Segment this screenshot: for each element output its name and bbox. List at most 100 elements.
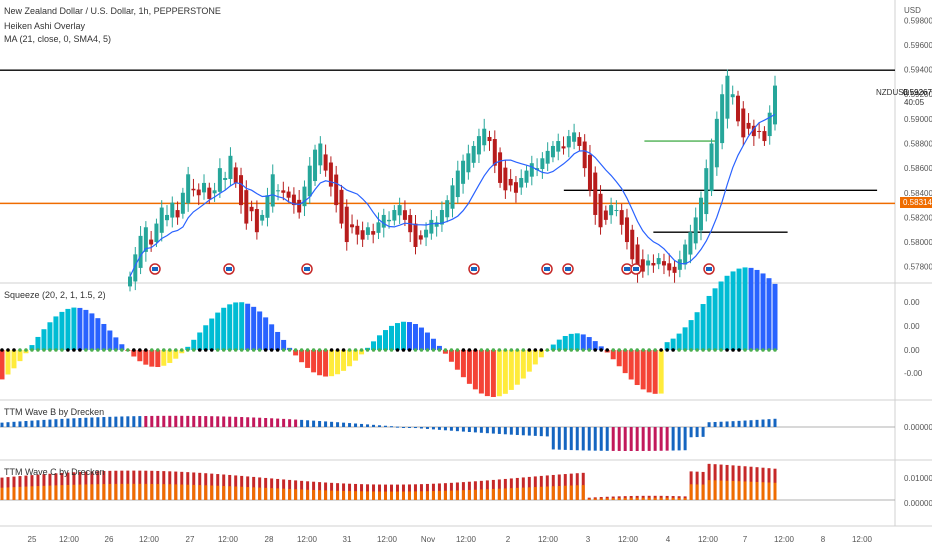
candle-body [630,229,635,260]
squeeze-bar [329,350,335,377]
candle-body [587,154,592,191]
wave-b-bar [342,422,346,427]
wave-c-bar-inner [689,484,693,500]
candle-body [360,230,365,240]
squeeze-bar [65,308,71,350]
wave-b-bar [54,419,58,427]
squeeze-dot [611,348,616,352]
wave-b-bar [174,415,178,427]
candle-body [223,177,228,180]
candle-body [741,108,746,138]
wave-c-bar-inner [449,490,453,500]
candle-body [683,244,688,265]
ma-label: MA (21, close, 0, SMA4, 5) [4,34,112,44]
wave-b-bar [551,427,555,450]
wave-b-bar [395,426,399,428]
squeeze-dot [521,348,526,352]
wave-b-bar [258,417,262,427]
candle-body [757,130,762,132]
wave-c-bar-inner [120,483,124,500]
wave-c-bar-inner [581,485,585,500]
wave-b-bar [96,417,100,427]
squeeze-bar [682,327,688,350]
wave-b-bar [641,427,645,451]
candle-body [508,178,513,186]
squeeze-bar [616,350,622,367]
squeeze-dot [623,348,627,352]
squeeze-dot [629,348,633,352]
squeeze-bar [472,350,478,390]
squeeze-dot [725,348,729,352]
wave-b-bar [755,419,759,427]
countdown-label: 40:05 [904,98,925,107]
squeeze-dot [173,348,178,352]
candle-body [609,205,614,216]
squeeze-dot [155,348,160,352]
price-tick-label: 0.59200 [904,90,932,99]
squeeze-bar [35,336,41,350]
candle-body [751,125,756,137]
squeeze-dot [671,348,675,352]
wave-b-bar [653,427,657,451]
wave-c-bar-inner [749,481,753,500]
wave-b-bar [312,420,316,427]
wave-c-bar-inner [288,488,292,500]
squeeze-dot [275,348,280,352]
wave-b-bar [407,427,411,428]
candle-body [550,145,555,158]
wave-b-bar [455,427,459,432]
squeeze-dot [653,348,657,352]
wave-b-bar [132,416,136,427]
wave-c-bar-inner [330,490,334,500]
candle-body [450,185,455,209]
wave-c-bar-inner [114,483,118,500]
wave-c-bar-inner [168,484,172,500]
candle-body [540,158,545,170]
squeeze-dot [749,348,753,352]
squeeze-bar [400,321,406,350]
candle-body [254,209,259,233]
squeeze-bar [574,333,580,350]
candle-body [466,153,471,173]
wave-c-bar-inner [455,490,459,500]
wave-b-bar [330,421,334,427]
squeeze-dot [251,348,256,352]
candle-body [693,217,698,244]
squeeze-dot [389,348,394,352]
squeeze-bar [652,350,658,394]
wave-b-bar [659,427,663,451]
squeeze-dot [401,348,406,352]
wave-b-bar [683,427,687,451]
candle-body [439,210,444,225]
squeeze-dot [707,348,711,352]
squeeze-bar [718,281,724,350]
wave-c-tick-label: 0.01000 [904,474,932,483]
wave-c-bar-inner [665,497,669,500]
squeeze-bar [772,283,778,350]
squeeze-dot [48,348,52,352]
wave-c-bar-inner [336,490,340,500]
squeeze-bar [119,344,125,350]
wave-b-bar [569,427,573,451]
wave-c-bar-inner [563,485,567,500]
squeeze-dot [144,348,148,352]
squeeze-bar [11,350,17,369]
squeeze-dot [683,348,687,352]
wave-c-bar-inner [491,488,495,500]
squeeze-bar [760,273,766,350]
squeeze-dot [197,348,202,352]
squeeze-dot [305,348,310,352]
squeeze-bar [622,350,628,374]
wave-b-bar [545,427,549,437]
candle-body [503,167,508,191]
squeeze-bar [53,316,59,350]
wave-b-bar [138,416,142,427]
candle-body [334,174,339,206]
squeeze-dot [269,348,274,352]
price-tick-label: 0.58600 [904,164,932,173]
squeeze-dot [545,348,550,352]
squeeze-dot [737,348,741,352]
wave-b-bar [461,427,465,432]
wave-b-bar [114,416,118,427]
